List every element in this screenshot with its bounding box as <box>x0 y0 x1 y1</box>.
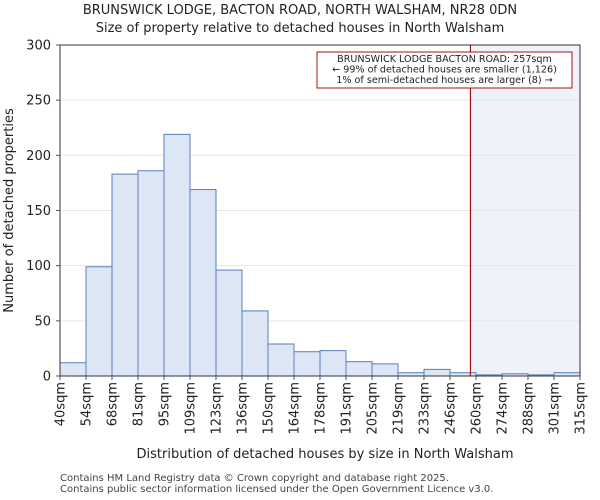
y-tick-label: 150 <box>26 204 51 219</box>
bar-68sqm <box>111 173 139 377</box>
x-tick-label: 109sqm <box>184 382 199 435</box>
y-tick-label: 0 <box>43 370 51 385</box>
x-tick-label: 150sqm <box>262 382 277 435</box>
annotation-box: BRUNSWICK LODGE BACTON ROAD: 257sqm ← 99… <box>316 51 573 89</box>
x-tick-label: 260sqm <box>470 382 485 435</box>
y-tick-label: 200 <box>26 149 51 164</box>
bars <box>59 133 581 377</box>
x-tick-label: 191sqm <box>340 382 355 435</box>
x-tick-label: 54sqm <box>80 382 95 426</box>
x-tick-label: 233sqm <box>418 382 433 435</box>
bar-95sqm <box>163 133 191 377</box>
bar-54sqm <box>85 266 113 377</box>
y-tick-label: 300 <box>26 39 51 54</box>
bar-178sqm <box>319 350 347 377</box>
bar-109sqm <box>189 189 217 377</box>
chart-subtitle: Size of property relative to detached ho… <box>95 21 505 36</box>
y-tick-label: 50 <box>34 314 51 329</box>
y-tick-label: 100 <box>26 259 51 274</box>
x-tick-label: 219sqm <box>392 382 407 435</box>
x-tick-label: 136sqm <box>236 382 251 435</box>
x-tick-label: 68sqm <box>106 382 121 426</box>
x-tick-label: 246sqm <box>444 382 459 435</box>
annotation-line-2: ← 99% of detached houses are smaller (1,… <box>332 65 557 76</box>
bar-81sqm <box>137 170 165 377</box>
x-tick-label: 95sqm <box>158 382 173 426</box>
bar-40sqm <box>59 362 87 377</box>
bar-123sqm <box>215 269 243 377</box>
chart-title: BRUNSWICK LODGE, BACTON ROAD, NORTH WALS… <box>82 3 518 18</box>
x-tick-label: 301sqm <box>548 382 563 435</box>
x-tick-label: 178sqm <box>314 382 329 435</box>
annotation-line-3: 1% of semi-detached houses are larger (8… <box>336 75 553 86</box>
bar-205sqm <box>371 363 399 377</box>
x-tick-label: 315sqm <box>574 382 589 435</box>
bar-233sqm <box>423 368 451 377</box>
x-tick-label: 205sqm <box>366 382 381 435</box>
x-axis-label: Distribution of detached houses by size … <box>137 447 514 462</box>
x-tick-label: 274sqm <box>496 382 511 435</box>
footer-copyright: Contains HM Land Registry data © Crown c… <box>60 473 449 484</box>
x-tick-label: 40sqm <box>54 382 69 426</box>
y-ticks: 0 50 100 150 200 250 300 <box>26 39 60 385</box>
x-ticks: 40sqm 54sqm 68sqm 81sqm 95sqm 109sqm 123sqm 136… <box>54 376 589 435</box>
annotation-frame <box>316 51 573 89</box>
annotation-line-1: BRUNSWICK LODGE BACTON ROAD: 257sqm <box>337 54 552 65</box>
bar-150sqm <box>267 343 295 377</box>
x-tick-label: 81sqm <box>132 382 147 426</box>
x-tick-label: 288sqm <box>522 382 537 435</box>
bar-164sqm <box>293 351 321 377</box>
footer-licence: Contains public sector information licen… <box>60 484 494 495</box>
y-axis-label: Number of detached properties <box>2 108 17 313</box>
y-tick-label: 250 <box>26 94 51 109</box>
bar-136sqm <box>241 310 269 377</box>
x-tick-label: 164sqm <box>288 382 303 435</box>
x-tick-label: 123sqm <box>210 382 225 435</box>
bar-191sqm <box>345 361 373 377</box>
